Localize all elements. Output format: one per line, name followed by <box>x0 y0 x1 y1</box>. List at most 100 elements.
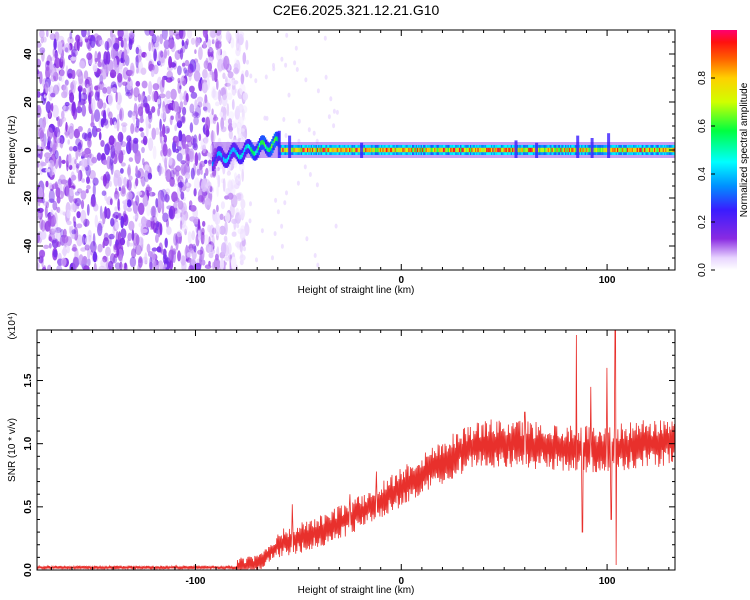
spectrogram-noise-blob <box>45 180 49 188</box>
spectrogram-noise-blob <box>263 115 267 121</box>
spectrogram-noise-blob <box>239 162 245 172</box>
spectrogram-noise-blob <box>220 126 227 133</box>
spectrogram-noise-blob <box>211 234 215 248</box>
spectrogram-noise-blob <box>280 56 284 62</box>
signal-band-core <box>319 147 322 153</box>
spectrogram-noise-blob <box>78 254 84 266</box>
spectrogram-noise-blob <box>217 58 224 72</box>
spectrogram-noise-blob <box>217 174 221 188</box>
signal-band-core <box>461 147 464 153</box>
spectrogram-noise-blob <box>142 158 145 166</box>
spectrogram-noise-blob <box>77 188 83 194</box>
spectrogram-noise-blob <box>222 178 226 192</box>
snr-panel: -100 0 100 0.0 0.5 1.0 1.5 Height of straight … <box>7 312 676 596</box>
spectrogram-noise-blob <box>135 46 140 55</box>
spectrogram-noise-blob <box>204 197 212 210</box>
spectrogram-noise-blob <box>239 241 243 253</box>
spectrogram-noise-blob <box>215 41 222 49</box>
spectrogram-noise-blob <box>48 243 52 249</box>
spectrogram-noise-blob <box>54 52 59 60</box>
spectrogram-noise-blob <box>108 260 114 270</box>
spectrogram-noise-blob <box>69 92 75 103</box>
colorbar: 0.0 0.2 0.4 0.6 0.8 Normalized spectral ampl… <box>697 30 750 277</box>
signal-band-core <box>419 147 422 153</box>
spectrogram-noise-blob <box>72 45 76 59</box>
spectrogram-noise-blob <box>74 197 82 207</box>
spectrogram-noise-blob <box>168 249 174 262</box>
spectrogram-noise-blob <box>166 226 172 236</box>
spectrogram-noise-blob <box>249 73 253 79</box>
spectrogram-noise-blob <box>190 91 198 99</box>
spectrogram-noise-blob <box>49 228 56 235</box>
spectrogram-noise-blob <box>197 218 201 231</box>
spectrogram-noise-blob <box>83 70 89 80</box>
spectrogram-noise-blob <box>169 76 175 82</box>
spectrogram-noise-blob <box>138 222 143 228</box>
spectrogram-noise-blob <box>101 190 107 196</box>
spectrogram-noise-blob <box>201 178 208 193</box>
spectrogram-noise-blob <box>176 230 182 238</box>
spectrogram-noise-blob <box>130 139 134 151</box>
spectrogram-noise-blob <box>312 130 316 136</box>
spectrogram-noise-blob <box>117 30 124 39</box>
spectrogram-noise-blob <box>179 101 184 110</box>
spectrogram-noise-blob <box>194 49 197 54</box>
spectrogram-noise-blob <box>114 193 119 201</box>
signal-band-core <box>223 157 226 162</box>
spectrogram-noise-blob <box>198 188 205 202</box>
spectrogram-noise-blob <box>109 69 117 79</box>
spectrogram-noise-blob <box>231 99 235 110</box>
spectrogram-noise-blob <box>42 36 47 43</box>
spectrogram-noise-blob <box>142 194 149 207</box>
spectrogram-noise-blob <box>59 56 65 70</box>
spectrogram-noise-blob <box>118 94 123 104</box>
spectrogram-noise-blob <box>67 153 72 167</box>
spectrogram-noise-blob <box>294 45 298 51</box>
spectrogram-noise-blob <box>210 145 214 153</box>
spectrogram-noise-blob <box>151 90 157 102</box>
signal-band-core <box>633 147 636 153</box>
signal-band-core <box>549 147 552 153</box>
spectrogram-noise-blob <box>110 145 116 159</box>
signal-band-core <box>441 147 444 153</box>
spectrogram-noise-blob <box>53 38 57 51</box>
spectrogram-noise-blob <box>77 142 82 151</box>
spectrogram-noise-blob <box>41 49 45 62</box>
spectrogram-noise-blob <box>237 173 241 179</box>
spectrogram-noise-blob <box>72 145 78 152</box>
spectrogram-noise-blob <box>39 71 43 85</box>
spectrogram-noise-blob <box>100 259 106 268</box>
spectrogram-noise-blob <box>235 47 241 57</box>
snr-ylabel: SNR (10 * v/v) <box>7 418 18 482</box>
spectrogram-noise-blob <box>174 210 181 219</box>
snr-scale-label: (x10⁴) <box>7 312 18 339</box>
spectrogram-noise-blob <box>102 255 108 263</box>
spectrogram-noise-blob <box>91 98 96 112</box>
spectrogram-noise-blob <box>189 103 195 114</box>
spectrogram-noise-blob <box>274 197 278 203</box>
spectrogram-noise-blob <box>71 69 76 80</box>
spectrogram-noise-blob <box>193 143 198 151</box>
spectrogram-noise-blob <box>87 30 91 38</box>
spectrogram-noise-blob <box>197 152 201 161</box>
signal-band-core <box>268 147 272 152</box>
spectrogram-noise-blob <box>71 101 76 114</box>
spectrogram-noise-blob <box>163 134 167 143</box>
y-tick-label: -20 <box>23 190 34 205</box>
spectrogram-noise-blob <box>117 72 123 83</box>
spectrogram-noise-blob <box>151 215 158 226</box>
spectrogram-noise-blob <box>114 206 118 212</box>
spectrogram-noise-blob <box>185 134 192 143</box>
spectrogram-noise-blob <box>80 247 87 252</box>
spectrogram-noise-blob <box>149 256 153 270</box>
spectrogram-noise-blob <box>231 160 239 165</box>
spectrogram-noise-blob <box>183 99 188 106</box>
spectrogram-noise-blob <box>87 138 92 148</box>
signal-band-core <box>265 144 268 149</box>
signal-band-core <box>520 147 523 153</box>
spectrogram-noise-blob <box>264 74 268 80</box>
spectrogram-noise-blob <box>332 123 336 129</box>
signal-band-core <box>244 147 247 152</box>
signal-band-core <box>258 142 262 148</box>
spectrogram-noise-blob <box>122 67 129 80</box>
